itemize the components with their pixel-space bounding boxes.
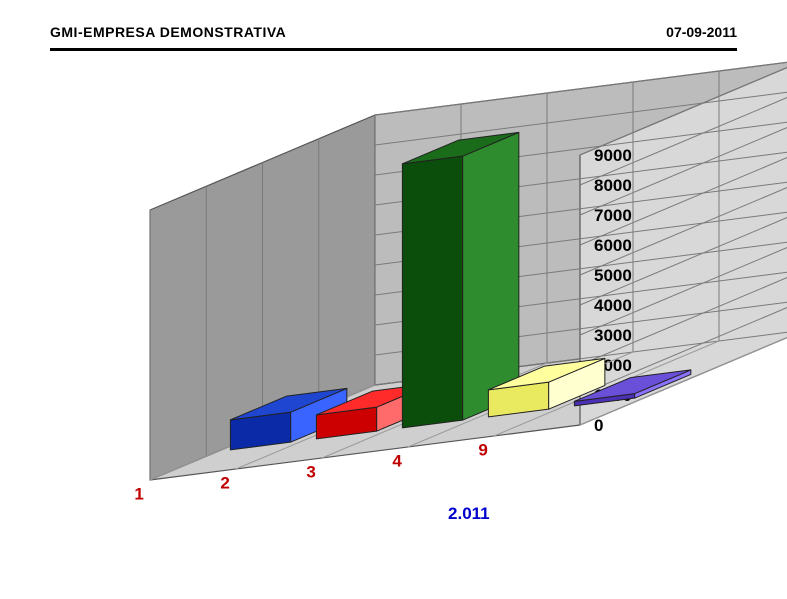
y-tick-label: 8000 xyxy=(594,176,632,195)
bar-front xyxy=(402,156,462,428)
y-tick-label: 7000 xyxy=(594,206,632,225)
y-tick-label: 5000 xyxy=(594,266,632,285)
category-label: 9 xyxy=(478,440,487,459)
series-label: 2.011 xyxy=(448,504,490,523)
y-tick-label: 3000 xyxy=(594,326,632,345)
bar3d-chart: 0100020003000400050006000700080009000123… xyxy=(0,0,787,599)
category-label: 2 xyxy=(220,473,229,492)
bar-side xyxy=(463,132,519,420)
y-tick-label: 9000 xyxy=(594,146,632,165)
category-label: 3 xyxy=(306,462,315,481)
category-label: 4 xyxy=(392,451,402,470)
y-tick-label: 4000 xyxy=(594,296,632,315)
category-label: 1 xyxy=(134,484,143,503)
y-tick-label: 6000 xyxy=(594,236,632,255)
